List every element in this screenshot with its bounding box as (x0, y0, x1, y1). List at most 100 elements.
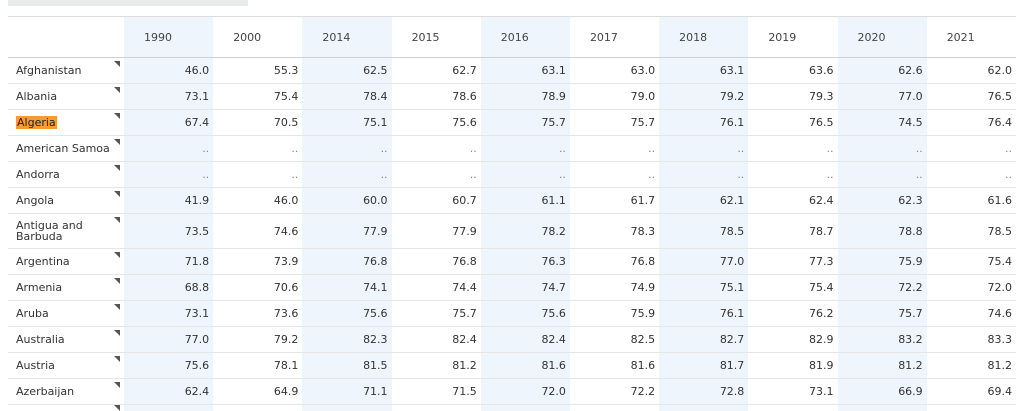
value-cell: 74.6 (927, 301, 1016, 327)
value-cell: 60.0 (302, 188, 391, 214)
country-name-cell[interactable]: Antigua and Barbuda (8, 214, 124, 249)
cell-note-indicator-icon (114, 356, 120, 362)
value-cell (124, 405, 213, 411)
value-cell: .. (927, 136, 1016, 162)
country-name-cell[interactable]: Armenia (8, 275, 124, 301)
value-cell: 75.6 (302, 301, 391, 327)
value-cell: 78.1 (213, 353, 302, 379)
value-cell: 72.8 (659, 379, 748, 405)
header-corner (8, 17, 124, 58)
value-cell: 78.5 (659, 214, 748, 249)
country-name-cell[interactable]: Angola (8, 188, 124, 214)
country-name-cell[interactable]: Argentina (8, 249, 124, 275)
value-cell: 74.9 (570, 275, 659, 301)
country-name-cell[interactable]: American Samoa (8, 136, 124, 162)
value-cell: 61.1 (481, 188, 570, 214)
country-name-cell[interactable]: Algeria (8, 110, 124, 136)
year-header[interactable]: 2018 (659, 17, 748, 58)
value-cell: 82.3 (302, 327, 391, 353)
country-name-cell[interactable]: Andorra (8, 162, 124, 188)
year-header[interactable]: 1990 (124, 17, 213, 58)
value-cell: 73.1 (748, 379, 837, 405)
value-cell: .. (659, 162, 748, 188)
value-cell: 74.6 (213, 214, 302, 249)
value-cell: .. (927, 162, 1016, 188)
value-cell: .. (481, 136, 570, 162)
country-name-cell[interactable]: Afghanistan (8, 58, 124, 84)
value-cell: .. (302, 136, 391, 162)
value-cell: 76.8 (302, 249, 391, 275)
value-cell: 74.7 (481, 275, 570, 301)
value-cell: 75.7 (838, 301, 927, 327)
cell-note-indicator-icon (114, 113, 120, 119)
year-header[interactable]: 2020 (838, 17, 927, 58)
value-cell: 68.8 (124, 275, 213, 301)
country-name-cell[interactable]: Australia (8, 327, 124, 353)
value-cell (927, 405, 1016, 411)
year-header[interactable]: 2015 (392, 17, 481, 58)
value-cell: .. (570, 162, 659, 188)
value-cell: 41.9 (124, 188, 213, 214)
year-header[interactable]: 2014 (302, 17, 391, 58)
value-cell: 73.1 (124, 84, 213, 110)
year-header[interactable]: 2016 (481, 17, 570, 58)
value-cell: 62.3 (838, 188, 927, 214)
value-cell: 75.4 (748, 275, 837, 301)
value-cell: .. (481, 162, 570, 188)
country-name-cell[interactable]: Albania (8, 84, 124, 110)
value-cell (659, 405, 748, 411)
year-header[interactable]: 2017 (570, 17, 659, 58)
value-cell: 75.1 (302, 110, 391, 136)
value-cell: 62.5 (302, 58, 391, 84)
value-cell: .. (570, 136, 659, 162)
country-name: Azerbaijan (16, 385, 74, 398)
cell-note-indicator-icon (114, 139, 120, 145)
value-cell: 71.5 (392, 379, 481, 405)
country-name-cell[interactable]: Azerbaijan (8, 379, 124, 405)
value-cell: 81.2 (392, 353, 481, 379)
cell-note-indicator-icon (114, 278, 120, 284)
value-cell: 76.5 (748, 110, 837, 136)
country-name-cell[interactable]: Austria (8, 353, 124, 379)
value-cell: 67.4 (124, 110, 213, 136)
value-cell: 78.9 (481, 84, 570, 110)
top-scroll-bar[interactable] (8, 0, 248, 6)
value-cell: 63.1 (481, 58, 570, 84)
cell-note-indicator-icon (114, 252, 120, 258)
value-cell (570, 405, 659, 411)
cell-note-indicator-icon (114, 382, 120, 388)
value-cell: 62.4 (124, 379, 213, 405)
value-cell: 79.0 (570, 84, 659, 110)
cell-note-indicator-icon (114, 165, 120, 171)
value-cell: 81.2 (927, 353, 1016, 379)
life-expectancy-table: 1990 2000 2014 2015 2016 2017 2018 2019 … (8, 16, 1016, 411)
value-cell: 77.9 (392, 214, 481, 249)
country-name-cell[interactable]: Aruba (8, 301, 124, 327)
value-cell: 79.2 (213, 327, 302, 353)
value-cell: 73.9 (213, 249, 302, 275)
value-cell: .. (124, 162, 213, 188)
year-header[interactable]: 2000 (213, 17, 302, 58)
country-name: Andorra (16, 168, 60, 181)
country-name: Armenia (16, 281, 62, 294)
value-cell: 81.6 (481, 353, 570, 379)
table-row-partial (8, 405, 1016, 411)
value-cell: 79.2 (659, 84, 748, 110)
table-row: American Samoa.................... (8, 136, 1016, 162)
value-cell: 78.3 (570, 214, 659, 249)
year-header[interactable]: 2021 (927, 17, 1016, 58)
value-cell: 75.7 (392, 301, 481, 327)
year-header[interactable]: 2019 (748, 17, 837, 58)
value-cell: 60.7 (392, 188, 481, 214)
value-cell: 63.6 (748, 58, 837, 84)
value-cell: 77.9 (302, 214, 391, 249)
value-cell: 81.7 (659, 353, 748, 379)
value-cell: 76.2 (748, 301, 837, 327)
value-cell: .. (659, 136, 748, 162)
